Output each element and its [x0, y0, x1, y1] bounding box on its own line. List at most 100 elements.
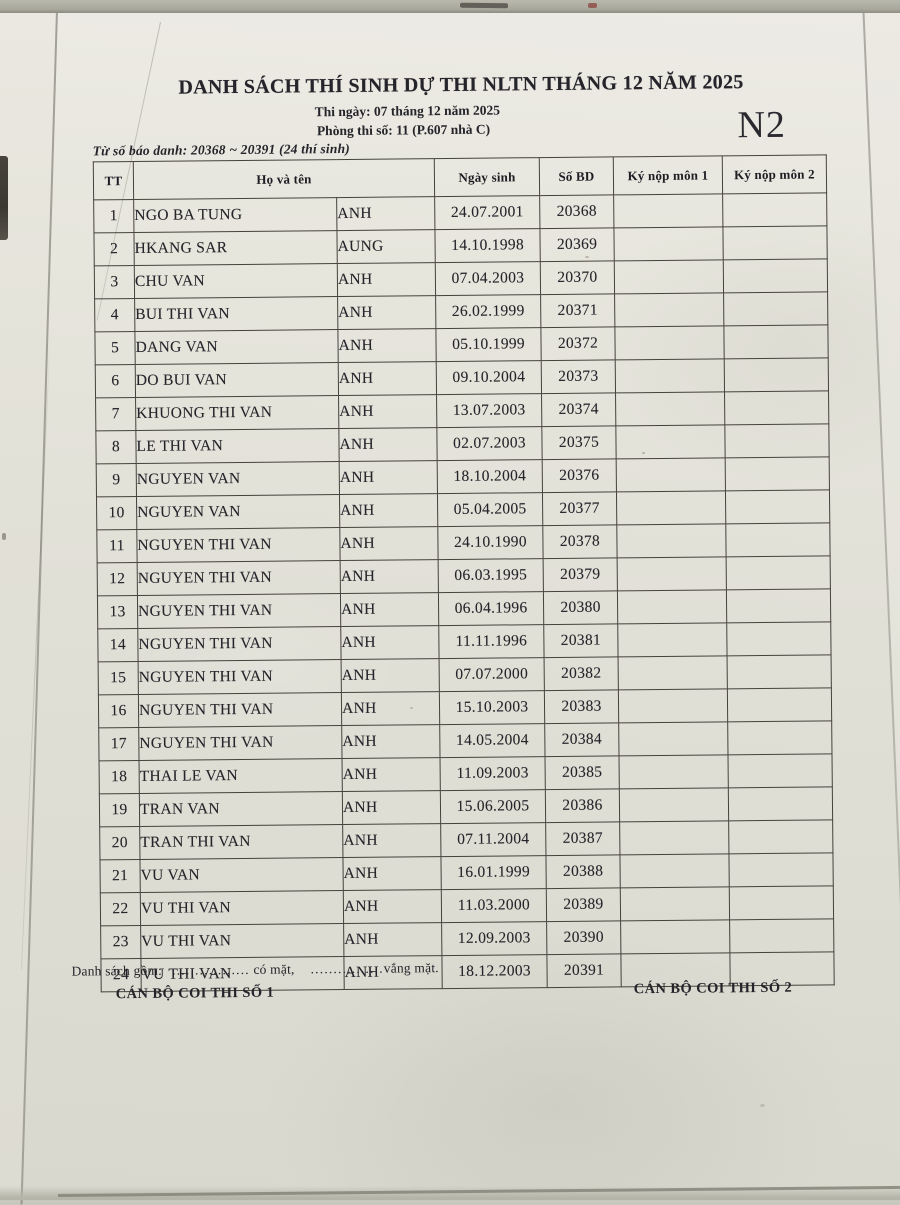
cell-sobd: 20389	[546, 887, 621, 922]
cell-sobd: 20379	[543, 557, 618, 592]
cell-sobd: 20386	[545, 788, 620, 823]
cell-sobd: 20388	[545, 854, 621, 889]
photo-top-edge	[0, 0, 900, 13]
cell-last-name: NGUYEN THI VAN	[137, 626, 342, 662]
cell-first-name: ANH	[337, 328, 437, 363]
cell-first-name: ANH	[338, 427, 438, 462]
cell-sign2	[727, 654, 832, 689]
cell-last-name: VU THI VAN	[140, 890, 344, 926]
cell-tt: 18	[99, 760, 140, 794]
cell-first-name: ANH	[340, 559, 439, 594]
cell-tt: 5	[94, 331, 136, 365]
cell-sobd: 20368	[539, 194, 614, 229]
cell-sobd: 20378	[542, 524, 618, 559]
cell-first-name: ANH	[340, 592, 439, 627]
cell-tt: 3	[94, 265, 135, 299]
cell-sign1	[619, 787, 729, 822]
cell-last-name: NGO BA TUNG	[133, 197, 337, 233]
cell-sign2	[729, 885, 834, 920]
cell-sign1	[619, 853, 730, 888]
cell-tt: 20	[99, 826, 140, 860]
cell-last-name: BUI THI VAN	[134, 296, 338, 332]
cell-sobd: 20376	[542, 458, 617, 493]
candidate-table-body: 1 NGO BA TUNG ANH 24.07.2001 20368 2 HKANG SAR…	[93, 192, 835, 992]
cell-sobd: 20373	[541, 359, 616, 394]
cell-sign2	[724, 357, 829, 392]
cell-sign1	[617, 622, 728, 657]
paper-sheet	[0, 10, 900, 1200]
cell-sign1	[614, 292, 724, 327]
cell-first-name: ANH	[337, 262, 436, 297]
candidate-table: TT Họ và tên Ngày sinh Số BD Ký nộp môn …	[93, 154, 835, 992]
cell-tt: 23	[100, 925, 141, 959]
cell-dob: 06.03.1995	[438, 558, 544, 593]
cell-last-name: KHUONG THI VAN	[135, 395, 339, 431]
cell-sign2	[728, 819, 833, 854]
cell-dob: 24.07.2001	[434, 195, 540, 230]
cell-sign1	[619, 820, 729, 855]
cell-dob: 24.10.1990	[437, 525, 544, 560]
cell-sobd: 20383	[544, 689, 619, 724]
cell-last-name: NGUYEN VAN	[136, 494, 340, 530]
cell-sobd: 20382	[544, 656, 619, 691]
cell-tt: 7	[95, 397, 136, 431]
cell-last-name: VU THI VAN	[140, 923, 344, 959]
cell-last-name: NGUYEN THI VAN	[138, 692, 342, 728]
cell-sobd: 20375	[541, 425, 617, 460]
cell-dob: 15.10.2003	[439, 690, 545, 725]
cell-first-name: ANH	[343, 889, 442, 924]
cell-first-name: ANH	[337, 295, 436, 330]
cell-first-name: ANH	[342, 823, 441, 858]
cell-sign1	[615, 391, 725, 426]
cell-sign1	[616, 490, 726, 525]
cell-dob: 02.07.2003	[436, 426, 543, 461]
header-sign2: Ký nộp môn 2	[722, 154, 827, 194]
cell-last-name: NGUYEN THI VAN	[138, 659, 342, 695]
cell-dob: 13.07.2003	[436, 393, 542, 428]
cell-sign1	[617, 556, 727, 591]
cell-sign2	[725, 456, 830, 491]
header-tt: TT	[93, 161, 134, 200]
cell-tt: 1	[93, 199, 134, 233]
cell-tt: 15	[98, 661, 139, 695]
cell-dob: 14.10.1998	[434, 228, 541, 263]
cell-dob: 15.06.2005	[440, 789, 546, 824]
cell-first-name: AUNG	[336, 229, 436, 264]
cell-sobd: 20390	[546, 920, 621, 955]
cell-dob: 12.09.2003	[441, 921, 547, 956]
cell-sign1	[613, 226, 724, 261]
cell-dob: 09.10.2004	[436, 360, 542, 395]
cell-sign1	[615, 358, 725, 393]
document-title: DANH SÁCH THÍ SINH DỰ THI NLTN THÁNG 12 …	[178, 71, 744, 99]
cell-sobd: 20377	[542, 491, 617, 526]
cell-last-name: LE THI VAN	[135, 428, 340, 464]
cell-sign2	[726, 555, 831, 590]
cell-sign1	[614, 259, 724, 294]
cell-last-name: NGUYEN THI VAN	[136, 527, 341, 563]
cell-tt: 4	[94, 298, 135, 332]
proctor-1-label: CÁN BỘ COI THI SỐ 1	[115, 984, 275, 1003]
cell-sign2	[724, 390, 829, 425]
cell-sign2	[727, 687, 832, 722]
cell-tt: 8	[95, 430, 137, 464]
cell-sign2	[722, 192, 827, 227]
cell-last-name: NGUYEN VAN	[136, 461, 340, 497]
header-sobd: Số BD	[539, 156, 614, 196]
cell-dob: 05.04.2005	[437, 492, 543, 527]
cell-tt: 2	[93, 232, 135, 266]
header-dob: Ngày sinh	[434, 157, 540, 197]
header-sign1: Ký nộp môn 1	[613, 155, 723, 195]
cell-tt: 11	[96, 529, 138, 563]
cell-sign2	[727, 720, 832, 755]
cell-dob: 11.11.1996	[438, 624, 545, 659]
cell-sobd: 20380	[543, 590, 618, 625]
cell-dob: 05.10.1999	[435, 327, 542, 362]
cell-sign1	[613, 193, 723, 228]
cell-last-name: TRAN VAN	[139, 791, 343, 827]
cell-last-name: THAI LE VAN	[139, 758, 343, 794]
cell-sobd: 20370	[540, 260, 615, 295]
cell-sobd: 20381	[543, 623, 619, 658]
cell-sign1	[618, 688, 728, 723]
cell-sign2	[728, 786, 833, 821]
